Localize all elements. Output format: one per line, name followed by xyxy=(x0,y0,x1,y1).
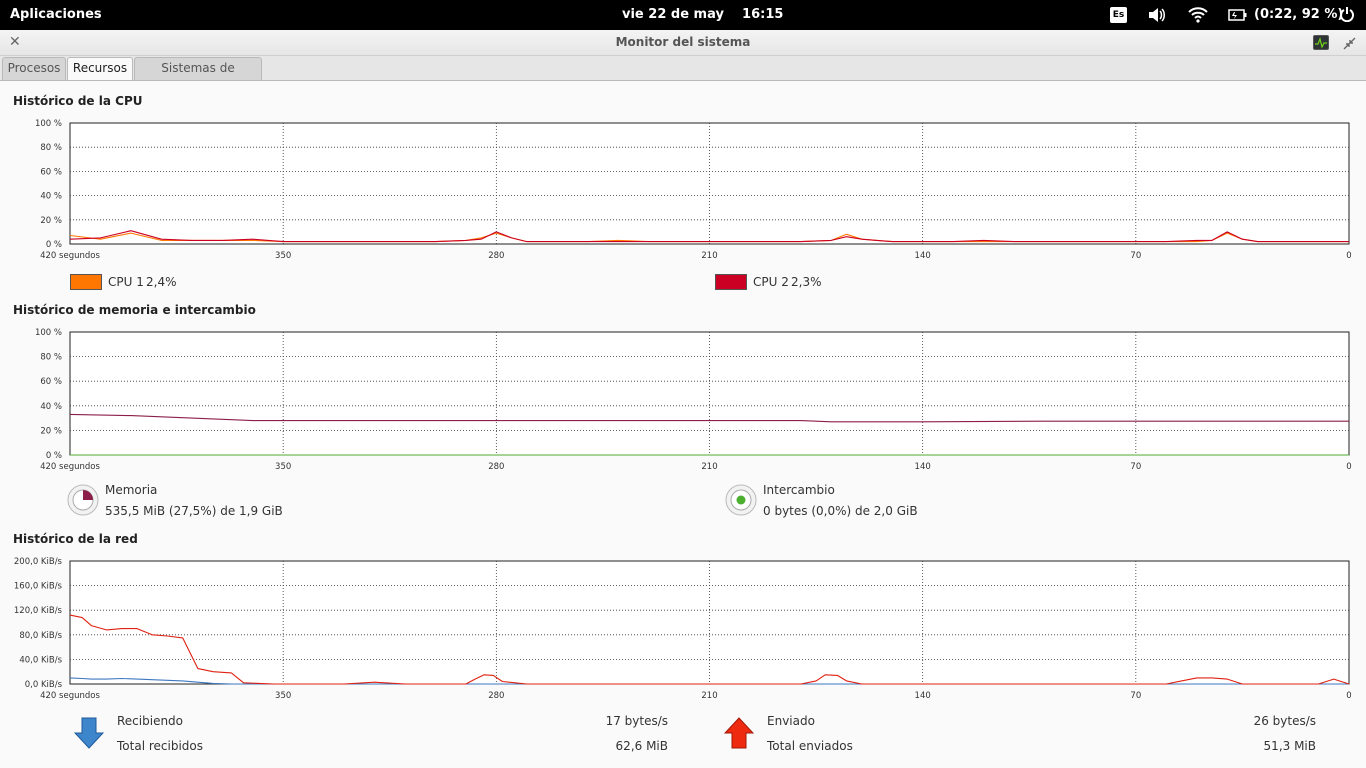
memory-x-tick-label: 210 xyxy=(701,462,717,472)
memory-x-tick-label: 280 xyxy=(488,462,504,472)
network-section-title: Histórico de la red xyxy=(13,532,138,546)
network-y-tick-label: 200,0 KiB/s xyxy=(14,557,63,567)
cpu-section-title: Histórico de la CPU xyxy=(13,94,143,108)
tab-sistemas-de-archivos[interactable]: Sistemas de archivos xyxy=(134,57,262,96)
cpu2-color-swatch[interactable] xyxy=(715,274,747,290)
cpu-x-tick-label: 0 xyxy=(1346,251,1351,261)
total-sent-label: Total enviados xyxy=(767,739,853,753)
network-x-tick-label: 140 xyxy=(915,691,931,701)
system-monitor-app-icon xyxy=(1313,35,1329,50)
cpu-series-cpu-2 xyxy=(69,230,1349,243)
memory-x-tick-label: 140 xyxy=(915,462,931,472)
network-y-tick-label: 120,0 KiB/s xyxy=(14,606,63,616)
network-x-tick-label: 0 xyxy=(1346,691,1351,701)
network-x-tick-label: 280 xyxy=(488,691,504,701)
close-icon[interactable]: ✕ xyxy=(9,34,21,50)
memory-y-tick-label: 0 % xyxy=(46,451,62,461)
receiving-arrow-icon[interactable] xyxy=(73,717,105,753)
wifi-icon[interactable] xyxy=(1188,7,1208,27)
tab-bar: Procesos Recursos Sistemas de archivos xyxy=(0,56,1366,96)
cpu-y-tick-label: 60 % xyxy=(40,167,62,177)
memory-x-tick-label: 0 xyxy=(1346,462,1351,472)
receiving-value: 17 bytes/s xyxy=(605,714,668,728)
network-x-tick-label: 420 segundos xyxy=(40,691,100,701)
cpu-y-tick-label: 80 % xyxy=(40,143,62,153)
cpu2-value: 2,3% xyxy=(791,275,822,289)
window-titlebar: ✕ Monitor del sistema xyxy=(0,30,1366,56)
power-icon[interactable] xyxy=(1339,6,1355,26)
total-sent-value: 51,3 MiB xyxy=(1263,739,1316,753)
resources-panel: Histórico de la CPU Histórico de memoria… xyxy=(0,80,1366,768)
memory-y-tick-label: 60 % xyxy=(40,377,62,387)
top-panel: Aplicaciones vie 22 de may 16:15 Es (0:2… xyxy=(0,0,1366,30)
sending-label: Enviado xyxy=(767,714,815,728)
cpu1-value: 2,4% xyxy=(146,275,177,289)
memory-y-tick-label: 20 % xyxy=(40,426,62,436)
network-y-tick-label: 160,0 KiB/s xyxy=(14,582,63,592)
battery-icon[interactable] xyxy=(1228,8,1248,26)
cpu-y-tick-label: 0 % xyxy=(46,240,62,250)
memory-y-tick-label: 40 % xyxy=(40,402,62,412)
memory-x-tick-label: 420 segundos xyxy=(40,462,100,472)
swap-label: Intercambio xyxy=(763,483,835,497)
memory-y-tick-label: 80 % xyxy=(40,353,62,363)
history-graphs: 100 %80 %60 %40 %20 %0 %420 segundos 350 2… xyxy=(14,119,1352,701)
cpu2-label: CPU 2 xyxy=(753,275,789,289)
receiving-label: Recibiendo xyxy=(117,714,184,728)
cpu-x-tick-label: 350 xyxy=(275,251,291,261)
memory-x-tick-label: 350 xyxy=(275,462,291,472)
network-y-tick-label: 40,0 KiB/s xyxy=(19,655,62,665)
cpu-y-tick-label: 40 % xyxy=(40,192,62,202)
total-received-value: 62,6 MiB xyxy=(615,739,668,753)
cpu-y-tick-label: 20 % xyxy=(40,216,62,226)
network-x-tick-label: 210 xyxy=(701,691,717,701)
sending-arrow-icon[interactable] xyxy=(723,717,755,753)
clock[interactable]: vie 22 de may 16:15 xyxy=(622,7,784,22)
cpu1-label: CPU 1 xyxy=(108,275,144,289)
memory-pie-icon[interactable] xyxy=(67,484,99,520)
memory-label: Memoria xyxy=(105,483,158,497)
cpu-x-tick-label: 420 segundos xyxy=(40,251,100,261)
window-title: Monitor del sistema xyxy=(615,35,751,49)
total-received-label: Total recibidos xyxy=(117,739,203,753)
battery-status[interactable]: (0:22, 92 %) xyxy=(1254,7,1344,22)
network-x-tick-label: 350 xyxy=(275,691,291,701)
tab-procesos[interactable]: Procesos xyxy=(2,57,66,80)
memory-value: 535,5 MiB (27,5%) de 1,9 GiB xyxy=(105,504,283,518)
keyboard-layout-indicator[interactable]: Es xyxy=(1110,7,1127,23)
sending-value: 26 bytes/s xyxy=(1253,714,1316,728)
network-x-tick-label: 70 xyxy=(1130,691,1141,701)
cpu-y-tick-label: 100 % xyxy=(35,119,62,129)
network-y-tick-label: 0,0 KiB/s xyxy=(25,680,63,690)
volume-icon[interactable] xyxy=(1147,6,1167,28)
cpu-x-tick-label: 140 xyxy=(915,251,931,261)
memory-y-tick-label: 100 % xyxy=(35,328,62,338)
memory-x-tick-label: 70 xyxy=(1130,462,1141,472)
tab-recursos[interactable]: Recursos xyxy=(67,57,133,81)
applications-menu[interactable]: Aplicaciones xyxy=(10,7,102,22)
swap-pie-icon[interactable] xyxy=(725,484,757,520)
network-series-enviado xyxy=(69,614,1350,685)
cpu-x-tick-label: 70 xyxy=(1130,251,1141,261)
restore-icon[interactable] xyxy=(1343,35,1356,54)
memory-section-title: Histórico de memoria e intercambio xyxy=(13,303,256,317)
memory-series-memoria xyxy=(69,413,1349,423)
cpu-x-tick-label: 280 xyxy=(488,251,504,261)
swap-value: 0 bytes (0,0%) de 2,0 GiB xyxy=(763,504,918,518)
network-y-tick-label: 80,0 KiB/s xyxy=(19,631,62,641)
cpu1-color-swatch[interactable] xyxy=(70,274,102,290)
cpu-x-tick-label: 210 xyxy=(701,251,717,261)
